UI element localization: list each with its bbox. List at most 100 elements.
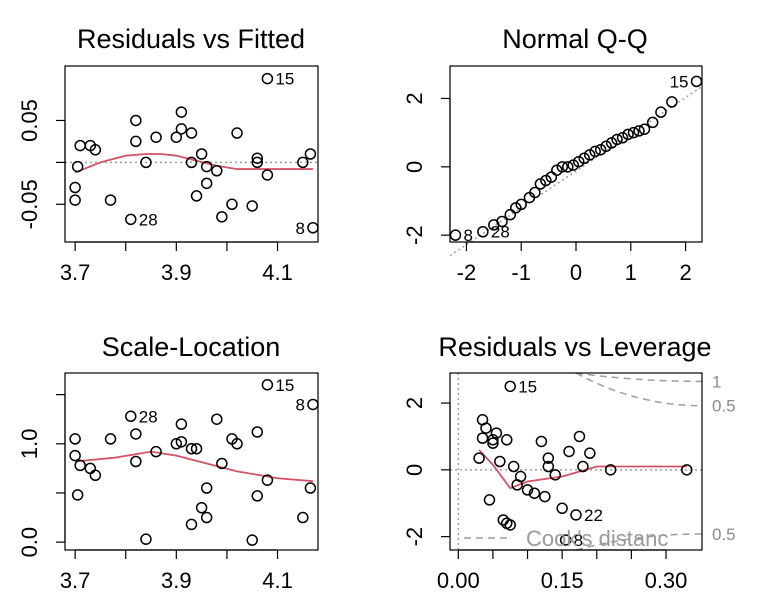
rvf-point (190, 190, 203, 202)
rvl-point (556, 502, 568, 515)
rvl-point-label: 8 (574, 531, 583, 550)
rvl-point (563, 445, 575, 458)
qq-point (638, 123, 651, 135)
rvl-y-tick-label: -2 (402, 527, 427, 547)
qq-point (622, 128, 634, 141)
sl-point (185, 442, 198, 455)
rvl-point (539, 490, 551, 503)
rvf-point-label: 8 (295, 219, 304, 238)
qq-y-tick-label: 0 (402, 161, 427, 173)
qq-point (504, 208, 517, 221)
sl-point (175, 436, 188, 448)
sl-point (104, 433, 117, 445)
qq-point-label: 28 (491, 223, 510, 242)
rvl-x-tick-label: 0.00 (437, 568, 480, 593)
rvf-x-tick-label: 3.7 (60, 260, 91, 285)
sl-point (140, 533, 152, 545)
sl-point (89, 469, 102, 482)
sl-point (307, 398, 319, 411)
sl-point (125, 410, 137, 423)
qq-y-tick-label: 2 (402, 92, 427, 104)
qq-point (666, 96, 678, 108)
qq-point (646, 116, 659, 129)
rvl-point (570, 509, 582, 521)
sl-x-tick-label: 4.1 (262, 568, 293, 593)
rvl-plot-frame (449, 372, 703, 551)
rvf-point (307, 222, 319, 234)
rvf-point-label: 28 (139, 210, 158, 229)
sl-point (71, 489, 84, 501)
rvl-point (535, 435, 548, 448)
qq-point (655, 106, 667, 118)
rvl-point (528, 487, 541, 499)
rvl-point-label: 22 (584, 506, 603, 525)
rvl-point (549, 469, 561, 481)
panel-residuals-vs-fitted: Residuals vs Fitted 15 28 8 3.7 3.9 4.1 -0.05 0… (17, 24, 319, 285)
rvl-point (604, 464, 617, 476)
rvf-point (150, 131, 162, 143)
sl-point (251, 490, 264, 502)
qq-point (633, 125, 645, 137)
rvl-point (504, 380, 516, 393)
sl-point (297, 511, 309, 524)
sl-point (216, 457, 228, 470)
panel-residuals-vs-leverage: Residuals vs Leverage 1 0.5 0.5 15 228Cook's… (402, 332, 736, 593)
sl-y-tick-label: 1.0 (17, 429, 42, 460)
cooks-level-label: 0.5 (712, 525, 736, 544)
rvl-point (507, 460, 520, 473)
cooks-level-label: 0.5 (712, 397, 736, 416)
rvf-point (175, 123, 188, 135)
rvf-point (195, 148, 208, 160)
rvf-point (130, 135, 142, 148)
sl-point (211, 413, 223, 425)
sl-point (74, 459, 86, 472)
rvf-point (211, 165, 223, 177)
rvl-point (521, 484, 534, 496)
rvf-x-tick-label: 3.9 (161, 260, 192, 285)
qq-x-tick-label: 0 (570, 260, 582, 285)
qq-y-tick-label: -2 (402, 225, 427, 245)
sl-point (130, 428, 142, 440)
sl-point (185, 518, 198, 531)
rvf-axes: 3.7 3.9 4.1 -0.05 0.05 (17, 65, 319, 285)
rvf-point (200, 160, 213, 173)
panel-scale-location: Scale-Location 28 158 3.7 3.9 4.1 0.0 1.0 (17, 332, 319, 593)
sl-x-tick-label: 3.7 (60, 568, 91, 593)
qq-point (529, 186, 541, 199)
rvf-point (226, 198, 238, 211)
sl-point-label: 28 (139, 407, 158, 426)
sl-point (200, 511, 213, 524)
cooks-distance-curve (575, 533, 703, 551)
rvl-point (494, 455, 506, 468)
rvf-point (251, 152, 264, 164)
rvf-x-tick-label: 4.1 (262, 260, 293, 285)
rvf-point-label: 15 (275, 70, 294, 89)
sl-point (304, 482, 317, 494)
sl-point (231, 438, 243, 450)
sl-plot-frame (64, 372, 319, 551)
rvl-point (490, 427, 503, 439)
rvl-point (476, 432, 489, 444)
sl-point (190, 442, 203, 455)
rvf-point (104, 194, 117, 206)
sl-point-label: 8 (295, 395, 304, 414)
qq-point (611, 133, 623, 146)
rvf-title: Residuals vs Fitted (77, 24, 305, 54)
sl-y-tick-label: 0.0 (17, 527, 42, 558)
qq-point (690, 75, 703, 88)
cooks-distance-legend-text: Cook's distanc (526, 526, 668, 551)
sl-axes: 3.7 3.9 4.1 0.0 1.0 (17, 372, 319, 593)
sl-point (130, 455, 142, 468)
rvf-plot-frame (64, 65, 319, 243)
qq-plot-frame (449, 65, 703, 243)
rvf-point (125, 213, 137, 226)
rvl-point (542, 460, 555, 473)
sl-point (69, 433, 81, 445)
qq-title: Normal Q-Q (502, 24, 648, 54)
sl-point (261, 379, 274, 391)
rvl-x-tick-label: 0.15 (541, 568, 584, 593)
rvf-point (185, 127, 198, 139)
sl-point (246, 534, 258, 546)
rvl-point-label: 15 (518, 377, 537, 396)
